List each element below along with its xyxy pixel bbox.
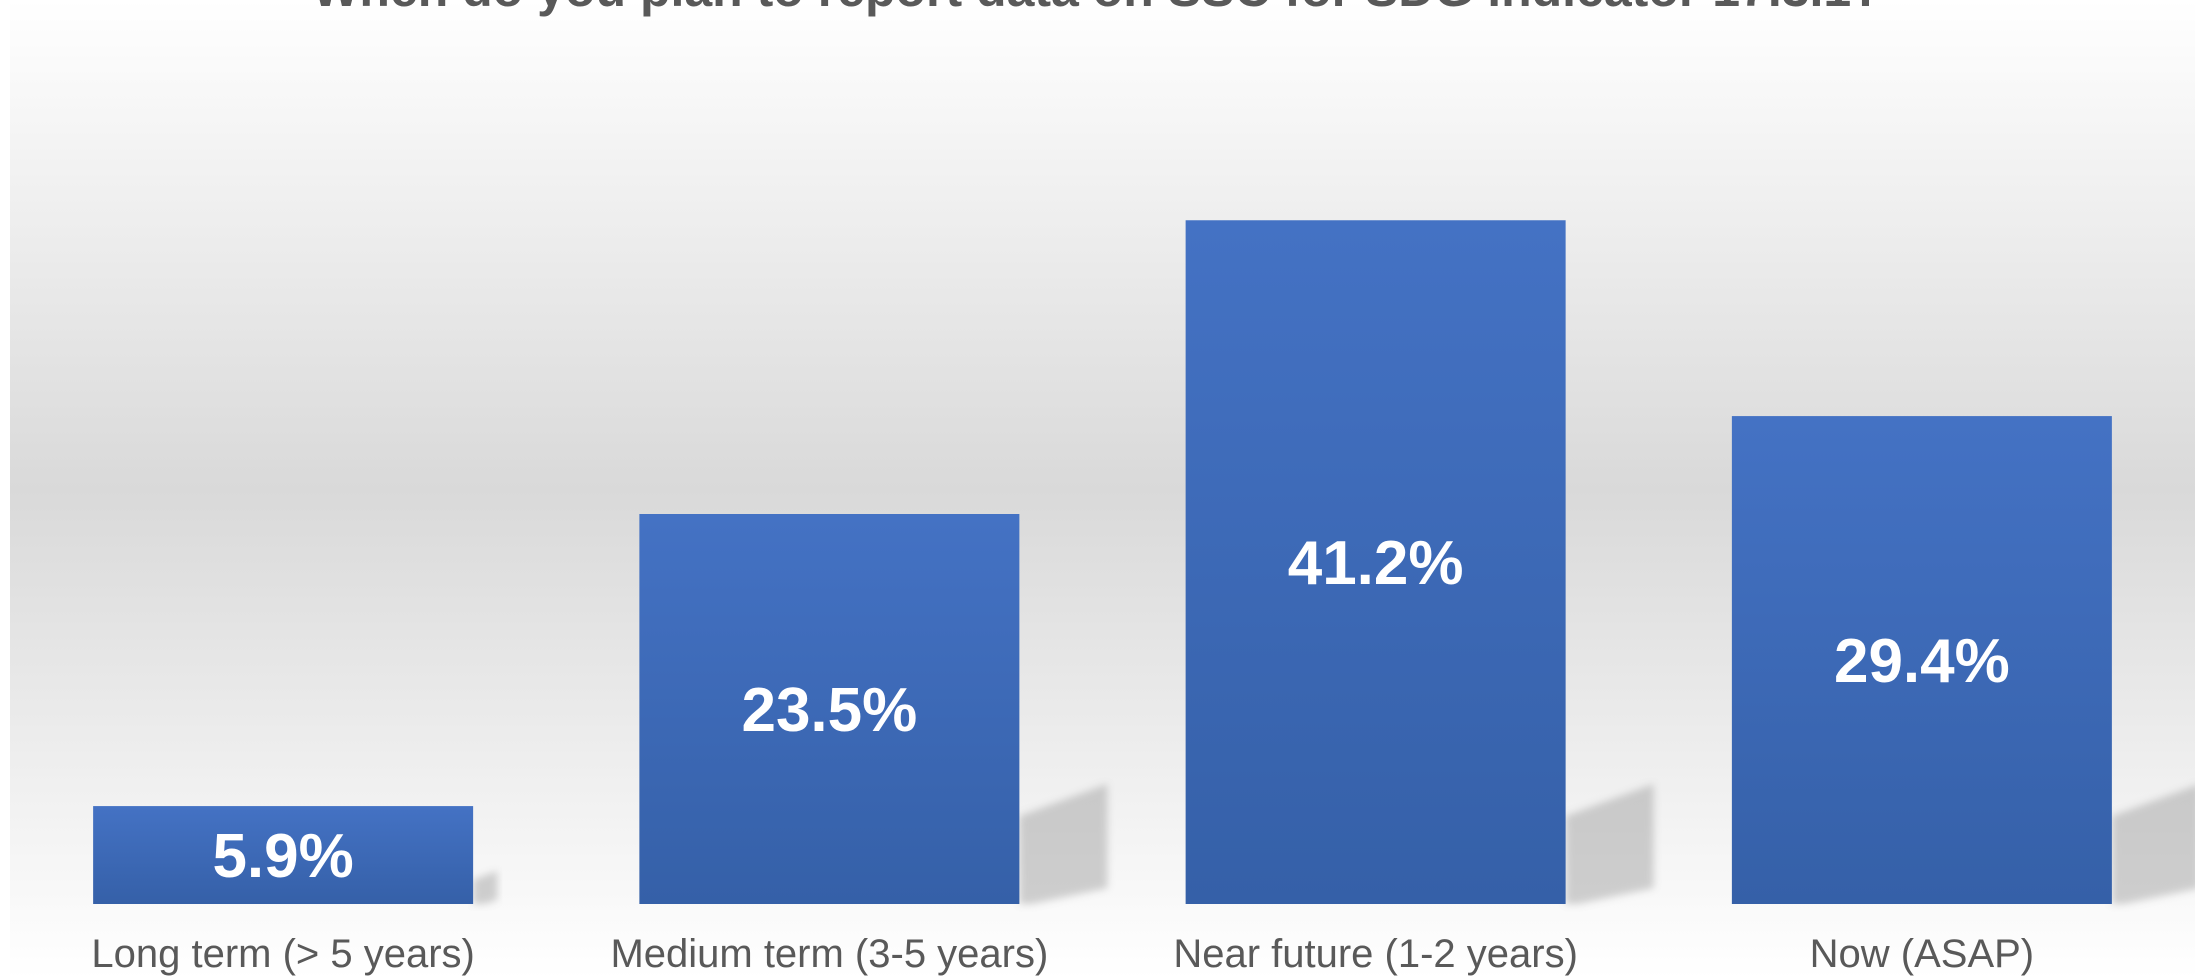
bar-shadows [473, 784, 2195, 904]
data-label: 29.4% [1834, 627, 2010, 696]
category-label: Long term (> 5 years) [91, 932, 475, 976]
category-label: Now (ASAP) [1810, 932, 2035, 976]
bar-shadow [473, 870, 498, 904]
category-label: Medium term (3-5 years) [610, 932, 1048, 976]
bar-1 [93, 806, 474, 904]
category-label: Near future (1-2 years) [1173, 932, 1578, 976]
bar-3 [1185, 220, 1566, 905]
bar-shadow [2111, 785, 2195, 904]
bar-shadow [1019, 784, 1108, 904]
data-labels-group: 5.9% 23.5% 41.2% 29.4% [212, 529, 2009, 891]
category-labels-group: Long term (> 5 years) Medium term (3-5 ye… [91, 932, 2034, 976]
data-label: 41.2% [1288, 529, 1464, 598]
data-label: 23.5% [741, 676, 917, 745]
data-label: 5.9% [212, 822, 353, 891]
bar-2 [639, 514, 1020, 904]
bar-shadow [1565, 784, 1654, 904]
bars-group [93, 220, 2112, 905]
chart-title: When do you plan to report data on SSC f… [312, 0, 1882, 17]
bar-4 [1731, 416, 2112, 904]
